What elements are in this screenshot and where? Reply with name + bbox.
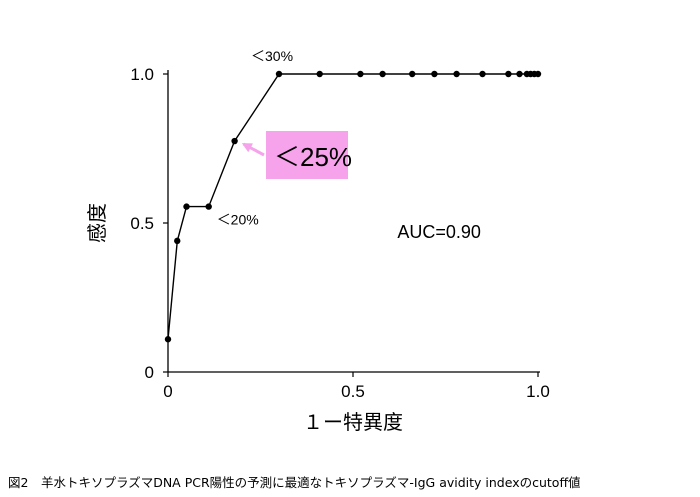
roc-point: [409, 70, 416, 78]
ticks: 0 0.5 1.0 0 0.5 1.0: [130, 65, 549, 401]
series: [164, 70, 542, 343]
roc-point: [205, 203, 212, 210]
roc-point: [183, 203, 190, 210]
roc-chart: 0 0.5 1.0 0 0.5 1.0 ＜30% ＜20% AUC=0.90 ＜25% 感度 １…: [85, 48, 550, 434]
annotation-20pct: ＜20%: [217, 212, 259, 228]
y-axis-label: 感度: [85, 203, 109, 243]
roc-point: [164, 336, 172, 343]
axes: [167, 70, 540, 373]
annotation-30pct: ＜30%: [251, 48, 293, 64]
y-tick-label: 0: [145, 363, 154, 382]
roc-curve: [167, 73, 538, 340]
roc-point: [431, 70, 438, 78]
roc-point: [453, 70, 460, 78]
roc-point: [505, 70, 512, 78]
roc-point: [174, 237, 181, 245]
roc-point: [534, 70, 542, 78]
roc-point: [516, 70, 523, 78]
roc-point: [275, 70, 283, 78]
roc-point: [316, 70, 323, 78]
auc-label: AUC=0.90: [397, 222, 481, 242]
callout-box: [266, 131, 348, 179]
roc-point: [479, 70, 486, 78]
roc-point: [231, 137, 238, 145]
roc-point: [357, 70, 364, 78]
callout-25pct: ＜25%: [274, 142, 352, 172]
x-axis-label: １ー特異度: [303, 410, 403, 434]
x-tick-label: 0: [163, 382, 172, 401]
y-tick-label: 1.0: [130, 65, 154, 84]
figure-caption: 図2 羊水トキソプラズマDNA PCR陽性の予測に最適なトキソプラズマ-IgG …: [8, 475, 581, 490]
y-tick-label: 0.5: [130, 214, 154, 233]
x-tick-label: 1.0: [526, 382, 550, 401]
callout-arrow: [241, 142, 265, 157]
roc-point: [379, 70, 386, 78]
annotations: ＜30% ＜20% AUC=0.90 ＜25%: [217, 48, 481, 242]
x-tick-label: 0.5: [341, 382, 365, 401]
